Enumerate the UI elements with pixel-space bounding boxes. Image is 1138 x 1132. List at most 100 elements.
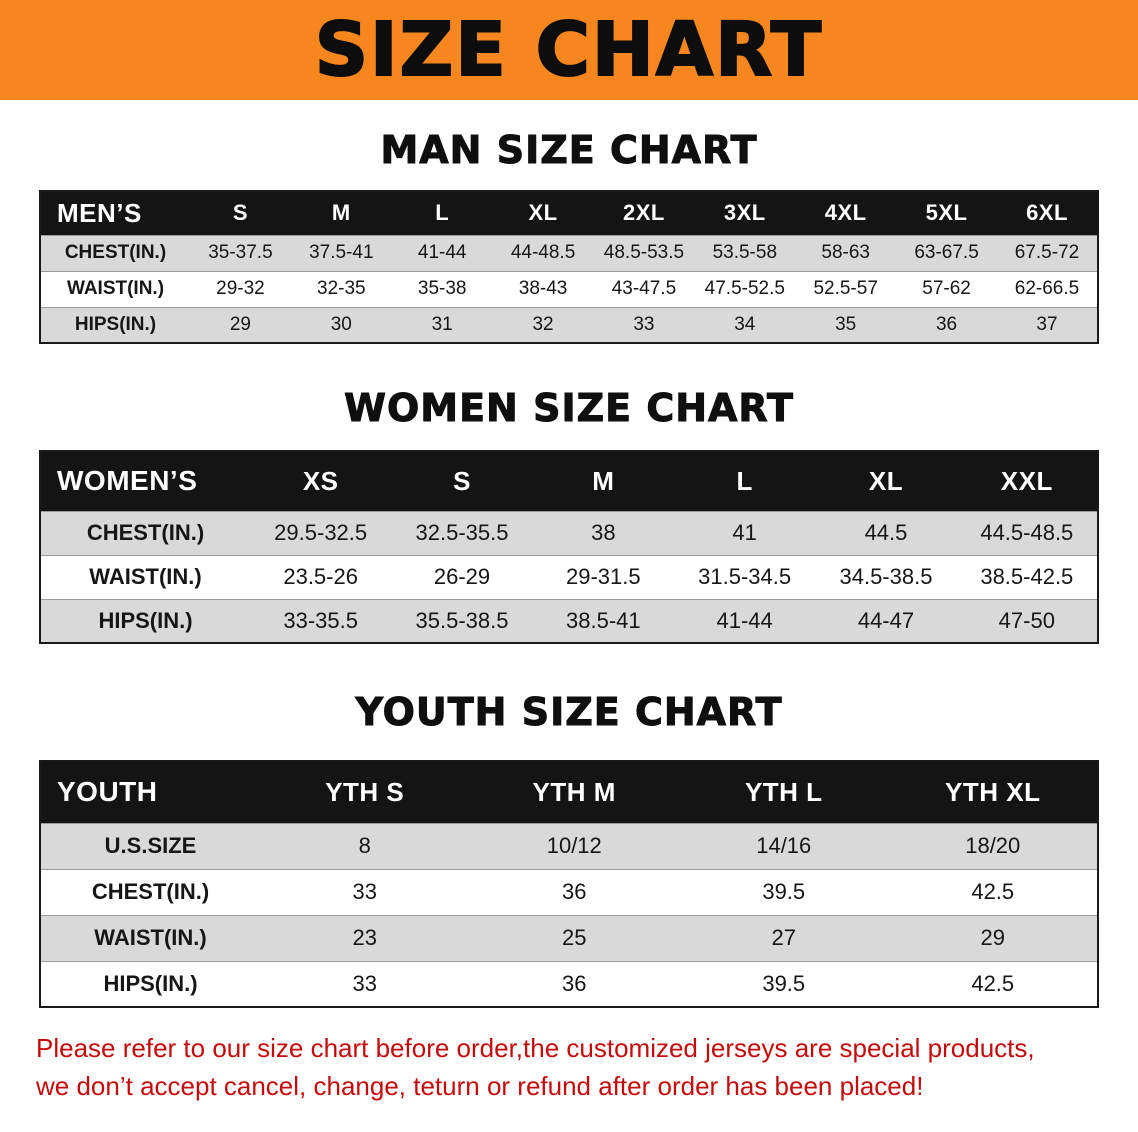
value-cell: 57-62 bbox=[896, 270, 997, 307]
value-cell: 42.5 bbox=[888, 960, 1098, 1007]
value-cell: 38-43 bbox=[492, 270, 594, 307]
value-cell: 41 bbox=[673, 510, 816, 555]
men-size-table: MEN’S S M L XL 2XL 3XL 4XL 5XL 6XL CHEST… bbox=[39, 190, 1099, 344]
row-label-cell: WAIST(IN.) bbox=[40, 554, 250, 599]
table-row: HIPS(IN.) 33 36 39.5 42.5 bbox=[40, 960, 1098, 1007]
size-header-cell: 2XL bbox=[593, 191, 695, 235]
value-cell: 30 bbox=[290, 306, 392, 343]
row-label-cell: WAIST(IN.) bbox=[40, 270, 190, 307]
value-cell: 32.5-35.5 bbox=[391, 510, 533, 555]
value-cell: 39.5 bbox=[679, 868, 889, 915]
value-cell: 38.5-42.5 bbox=[956, 554, 1098, 599]
table-row: HIPS(IN.) 33-35.5 35.5-38.5 38.5-41 41-4… bbox=[40, 598, 1098, 643]
value-cell: 44.5 bbox=[815, 510, 957, 555]
men-table-title-cell: MEN’S bbox=[40, 191, 190, 235]
value-cell: 37 bbox=[997, 306, 1098, 343]
value-cell: 35.5-38.5 bbox=[391, 598, 533, 643]
value-cell: 42.5 bbox=[888, 868, 1098, 915]
women-table-header-row: WOMEN’S XS S M L XL XXL bbox=[40, 451, 1098, 511]
value-cell: 47.5-52.5 bbox=[694, 270, 796, 307]
value-cell: 62-66.5 bbox=[997, 270, 1098, 307]
row-label-cell: WAIST(IN.) bbox=[40, 914, 260, 961]
value-cell: 47-50 bbox=[956, 598, 1098, 643]
value-cell: 35 bbox=[795, 306, 897, 343]
value-cell: 36 bbox=[469, 868, 679, 915]
row-label-cell: HIPS(IN.) bbox=[40, 960, 260, 1007]
value-cell: 29-31.5 bbox=[532, 554, 674, 599]
men-section-heading: MAN SIZE CHART bbox=[380, 128, 758, 173]
value-cell: 34.5-38.5 bbox=[815, 554, 957, 599]
table-row: U.S.SIZE 8 10/12 14/16 18/20 bbox=[40, 822, 1098, 869]
size-header-cell: L bbox=[673, 451, 816, 511]
size-header-cell: 6XL bbox=[997, 191, 1098, 235]
disclaimer-text: Please refer to our size chart before or… bbox=[36, 1030, 1138, 1105]
youth-size-table: YOUTH YTH S YTH M YTH L YTH XL U.S.SIZE … bbox=[39, 760, 1099, 1008]
table-row: CHEST(IN.) 33 36 39.5 42.5 bbox=[40, 868, 1098, 915]
value-cell: 31 bbox=[391, 306, 493, 343]
value-cell: 35-37.5 bbox=[190, 234, 291, 271]
row-label-cell: CHEST(IN.) bbox=[40, 868, 260, 915]
size-header-cell: YTH L bbox=[679, 761, 889, 823]
women-table-title-cell: WOMEN’S bbox=[40, 451, 250, 511]
value-cell: 52.5-57 bbox=[795, 270, 897, 307]
row-label-cell: CHEST(IN.) bbox=[40, 234, 190, 271]
men-table-header-row: MEN’S S M L XL 2XL 3XL 4XL 5XL 6XL bbox=[40, 191, 1098, 235]
size-header-cell: 3XL bbox=[694, 191, 796, 235]
row-label-cell: CHEST(IN.) bbox=[40, 510, 250, 555]
value-cell: 38 bbox=[532, 510, 674, 555]
size-header-cell: M bbox=[532, 451, 674, 511]
value-cell: 33 bbox=[593, 306, 695, 343]
value-cell: 23 bbox=[260, 914, 470, 961]
value-cell: 34 bbox=[694, 306, 796, 343]
value-cell: 27 bbox=[679, 914, 889, 961]
value-cell: 37.5-41 bbox=[290, 234, 392, 271]
value-cell: 29 bbox=[190, 306, 291, 343]
value-cell: 41-44 bbox=[391, 234, 493, 271]
size-header-cell: YTH XL bbox=[888, 761, 1098, 823]
page-title: SIZE CHART bbox=[314, 6, 824, 94]
size-header-cell: YTH M bbox=[469, 761, 679, 823]
size-header-cell: XXL bbox=[956, 451, 1098, 511]
value-cell: 14/16 bbox=[679, 822, 889, 869]
size-header-cell: S bbox=[190, 191, 291, 235]
size-header-cell: M bbox=[290, 191, 392, 235]
value-cell: 44-47 bbox=[815, 598, 957, 643]
women-section-heading: WOMEN SIZE CHART bbox=[344, 386, 794, 431]
row-label-cell: HIPS(IN.) bbox=[40, 598, 250, 643]
value-cell: 31.5-34.5 bbox=[673, 554, 816, 599]
row-label-cell: U.S.SIZE bbox=[40, 822, 260, 869]
value-cell: 41-44 bbox=[673, 598, 816, 643]
value-cell: 32-35 bbox=[290, 270, 392, 307]
disclaimer-line-2: we don’t accept cancel, change, teturn o… bbox=[36, 1070, 924, 1101]
youth-table-header-row: YOUTH YTH S YTH M YTH L YTH XL bbox=[40, 761, 1098, 823]
size-header-cell: 4XL bbox=[795, 191, 897, 235]
value-cell: 39.5 bbox=[679, 960, 889, 1007]
size-header-cell: XL bbox=[815, 451, 957, 511]
table-row: WAIST(IN.) 29-32 32-35 35-38 38-43 43-47… bbox=[40, 270, 1098, 307]
value-cell: 38.5-41 bbox=[532, 598, 674, 643]
value-cell: 33-35.5 bbox=[250, 598, 392, 643]
size-header-cell: XS bbox=[250, 451, 392, 511]
value-cell: 10/12 bbox=[469, 822, 679, 869]
disclaimer-line-1: Please refer to our size chart before or… bbox=[36, 1033, 1035, 1063]
women-size-table: WOMEN’S XS S M L XL XXL CHEST(IN.) 29.5-… bbox=[39, 450, 1099, 644]
value-cell: 32 bbox=[492, 306, 594, 343]
value-cell: 29-32 bbox=[190, 270, 291, 307]
table-row: CHEST(IN.) 29.5-32.5 32.5-35.5 38 41 44.… bbox=[40, 510, 1098, 555]
value-cell: 36 bbox=[469, 960, 679, 1007]
youth-section-heading: YOUTH SIZE CHART bbox=[355, 690, 783, 735]
value-cell: 26-29 bbox=[391, 554, 533, 599]
value-cell: 33 bbox=[260, 960, 470, 1007]
value-cell: 8 bbox=[260, 822, 470, 869]
size-header-cell: L bbox=[391, 191, 493, 235]
value-cell: 29 bbox=[888, 914, 1098, 961]
value-cell: 43-47.5 bbox=[593, 270, 695, 307]
value-cell: 33 bbox=[260, 868, 470, 915]
table-row: CHEST(IN.) 35-37.5 37.5-41 41-44 44-48.5… bbox=[40, 234, 1098, 271]
table-row: WAIST(IN.) 23 25 27 29 bbox=[40, 914, 1098, 961]
banner: SIZE CHART bbox=[0, 0, 1138, 100]
size-header-cell: S bbox=[391, 451, 533, 511]
size-header-cell: XL bbox=[492, 191, 594, 235]
size-header-cell: 5XL bbox=[896, 191, 997, 235]
